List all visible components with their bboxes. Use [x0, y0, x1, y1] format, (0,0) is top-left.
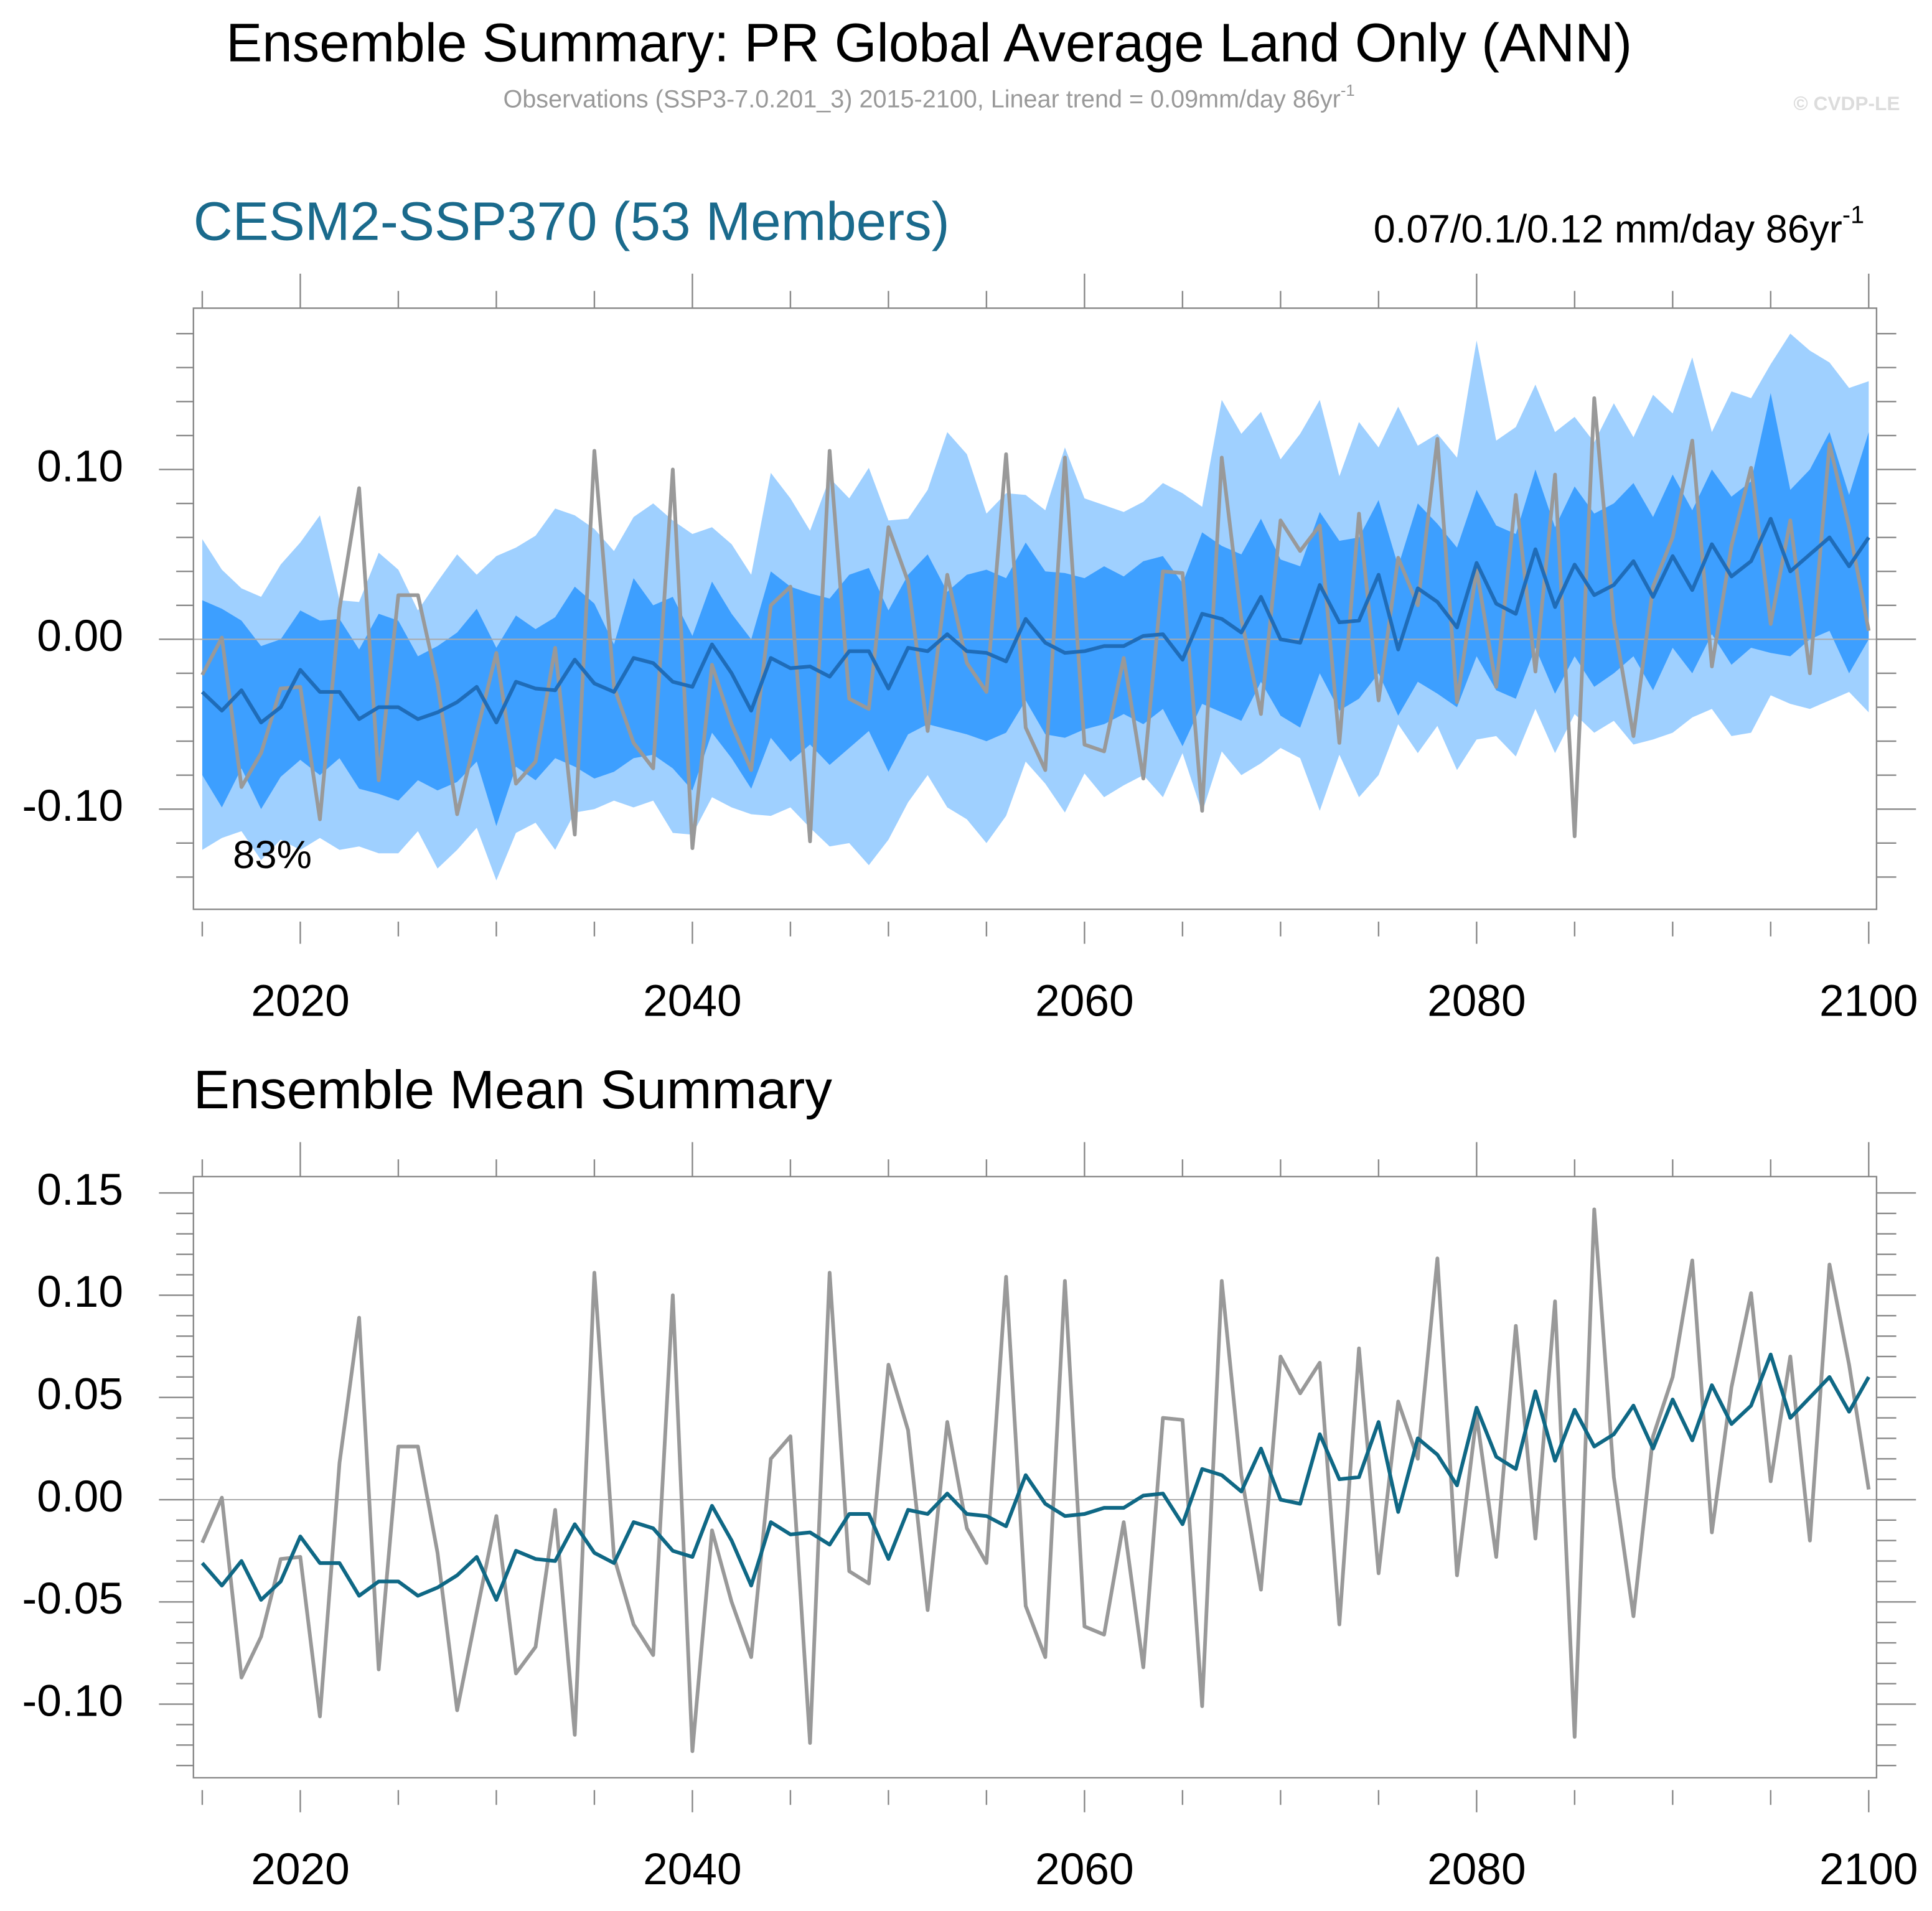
y-tick-label: -0.10: [22, 781, 123, 831]
y-tick-label: 0.10: [37, 1267, 123, 1317]
y-tick-label: 0.00: [37, 1472, 123, 1521]
series-line: [200, 516, 1870, 725]
y-tick-label: -0.10: [22, 1676, 123, 1726]
trend-note-text: 0.07/0.1/0.12 mm/day 86yr: [1374, 207, 1842, 251]
y-tick-label: -0.05: [22, 1574, 123, 1624]
x-tick-label: 2080: [1427, 1844, 1526, 1894]
x-tick-label: 2020: [251, 1844, 350, 1894]
spread-band: [202, 393, 1869, 826]
panel-title: Ensemble Mean Summary: [194, 1060, 833, 1120]
y-tick-label: 0.00: [37, 611, 123, 661]
series-line: [200, 396, 1871, 850]
x-tick-label: 2060: [1035, 976, 1134, 1026]
x-tick-label: 2040: [643, 1844, 742, 1894]
subtitle-text: Observations (SSP3-7.0.201_3) 2015-2100,…: [503, 86, 1340, 113]
x-tick-label: 2080: [1427, 976, 1526, 1026]
series-line: [200, 1352, 1870, 1602]
y-tick-label: 0.10: [37, 441, 123, 491]
plot-frame: [192, 1175, 1878, 1779]
percent-annotation: 83%: [233, 833, 312, 877]
x-tick-label: 2060: [1035, 1844, 1134, 1894]
panel-title: CESM2-SSP370 (53 Members): [194, 192, 950, 252]
x-tick-label: 2040: [643, 976, 742, 1026]
plot-panel: CESM2-SSP370 (53 Members) 0.07/0.1/0.12 m…: [22, 192, 1918, 1026]
plot-panel: Ensemble Mean Summary 2020 2040 2060 2080 210…: [22, 1060, 1918, 1894]
credit: © CVDP-LE: [1793, 92, 1900, 114]
x-tick-label: 2020: [251, 976, 350, 1026]
plot-frame: [192, 307, 1878, 910]
subtitle-superscript: -1: [1341, 82, 1355, 100]
x-tick-label: 2100: [1819, 1844, 1918, 1894]
trend-note-superscript: -1: [1842, 202, 1864, 229]
figure-title: Ensemble Summary: PR Global Average Land…: [226, 13, 1632, 73]
y-tick-label: 0.15: [37, 1165, 123, 1215]
figure-subtitle: Observations (SSP3-7.0.201_3) 2015-2100,…: [503, 82, 1354, 113]
series-line: [200, 1207, 1871, 1754]
trend-note: 0.07/0.1/0.12 mm/day 86yr-1: [1374, 202, 1865, 251]
x-tick-label: 2100: [1819, 976, 1918, 1026]
y-tick-label: 0.05: [37, 1370, 123, 1419]
